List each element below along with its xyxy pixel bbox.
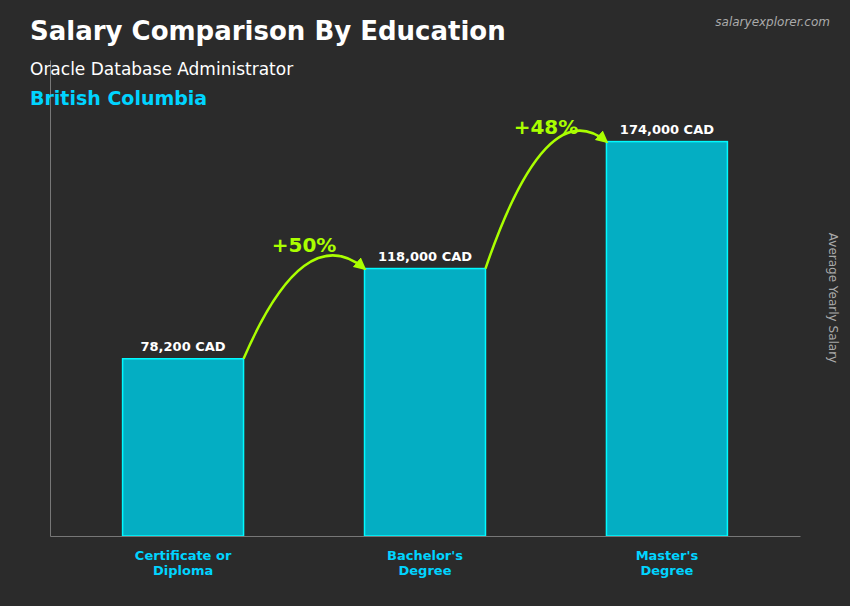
- watermark: salaryexplorer.com: [715, 15, 830, 29]
- subtitle: British Columbia: [30, 87, 207, 109]
- chart-svg: Certificate orDiplomaBachelor'sDegreeMas…: [0, 0, 850, 606]
- x-tick-label-line: Master's: [636, 548, 699, 563]
- chart-container: Certificate orDiplomaBachelor'sDegreeMas…: [0, 0, 850, 606]
- bar: [123, 359, 244, 536]
- x-axis: Certificate orDiplomaBachelor'sDegreeMas…: [51, 536, 801, 578]
- x-tick-label-line: Bachelor's: [387, 548, 463, 563]
- x-tick-label-line: Degree: [640, 563, 693, 578]
- y-axis: [50, 61, 51, 537]
- x-tick-label: Bachelor'sDegree: [387, 548, 463, 579]
- data-labels: 78,200 CAD 118,000 CAD 174,000 CAD: [141, 122, 715, 354]
- x-tick-label: Certificate orDiploma: [135, 548, 232, 579]
- title: Salary Comparison By Education: [30, 16, 506, 46]
- data-label: 174,000 CAD: [620, 122, 714, 137]
- bar: [606, 142, 727, 536]
- x-tick: Master'sDegree: [636, 536, 699, 578]
- x-tick-label: Master'sDegree: [636, 548, 699, 579]
- change-arrow: [244, 255, 365, 358]
- annotations: +50% +48%: [244, 115, 607, 358]
- bars: [123, 142, 728, 536]
- bar: [365, 269, 486, 536]
- x-tick: Certificate orDiploma: [135, 536, 232, 578]
- data-label: 118,000 CAD: [378, 249, 472, 264]
- change-arrow: [485, 131, 606, 269]
- x-axis-line: [51, 536, 801, 537]
- plot-area: Certificate orDiplomaBachelor'sDegreeMas…: [51, 61, 801, 579]
- data-label: 78,200 CAD: [141, 339, 226, 354]
- y-axis-line: [50, 61, 51, 537]
- x-tick-label-line: Degree: [399, 563, 452, 578]
- subtitle: Oracle Database Administrator: [30, 59, 293, 79]
- change-label: +50%: [272, 233, 337, 257]
- x-tick-label-line: Certificate or: [135, 548, 232, 563]
- change-label: +48%: [514, 115, 579, 139]
- x-tick-label-line: Diploma: [153, 563, 213, 578]
- y-axis-title: Average Yearly Salary: [826, 233, 840, 363]
- x-tick: Bachelor'sDegree: [387, 536, 463, 578]
